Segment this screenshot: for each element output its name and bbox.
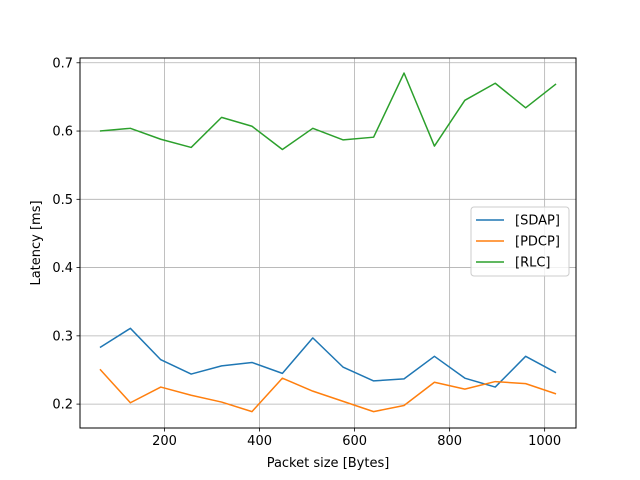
- legend-box: [470, 206, 570, 277]
- x-tick-label: 200: [152, 434, 177, 449]
- series-line-sdap: [99, 327, 557, 388]
- x-tick-label: 1000: [528, 434, 561, 449]
- y-tick-label: 0.7: [52, 56, 73, 71]
- y-tick-label: 0.3: [52, 329, 73, 344]
- x-tick-label: 800: [437, 434, 462, 449]
- x-tick-label: 600: [342, 434, 367, 449]
- x-axis-label: Packet size [Bytes]: [267, 456, 390, 471]
- legend-label: [PDCP]: [515, 235, 560, 250]
- plot-frame: [79, 57, 577, 429]
- series-line-pdcp: [99, 368, 557, 413]
- legend: [SDAP] [PDCP] [RLC]: [470, 206, 570, 277]
- axis-ticks: 200 400 600 800 1000 0.2 0.3 0.4 0.5 0.6 0.7: [52, 56, 561, 449]
- y-tick-label: 0.6: [52, 125, 73, 140]
- y-tick-label: 0.4: [52, 261, 73, 276]
- y-tick-label: 0.2: [52, 398, 73, 413]
- y-axis-label: Latency [ms]: [29, 200, 44, 285]
- series-lines: [99, 72, 557, 413]
- y-tick-label: 0.5: [52, 193, 73, 208]
- legend-label: [RLC]: [515, 256, 551, 271]
- series-line-rlc: [99, 72, 557, 151]
- legend-label: [SDAP]: [515, 214, 560, 229]
- x-tick-label: 400: [247, 434, 272, 449]
